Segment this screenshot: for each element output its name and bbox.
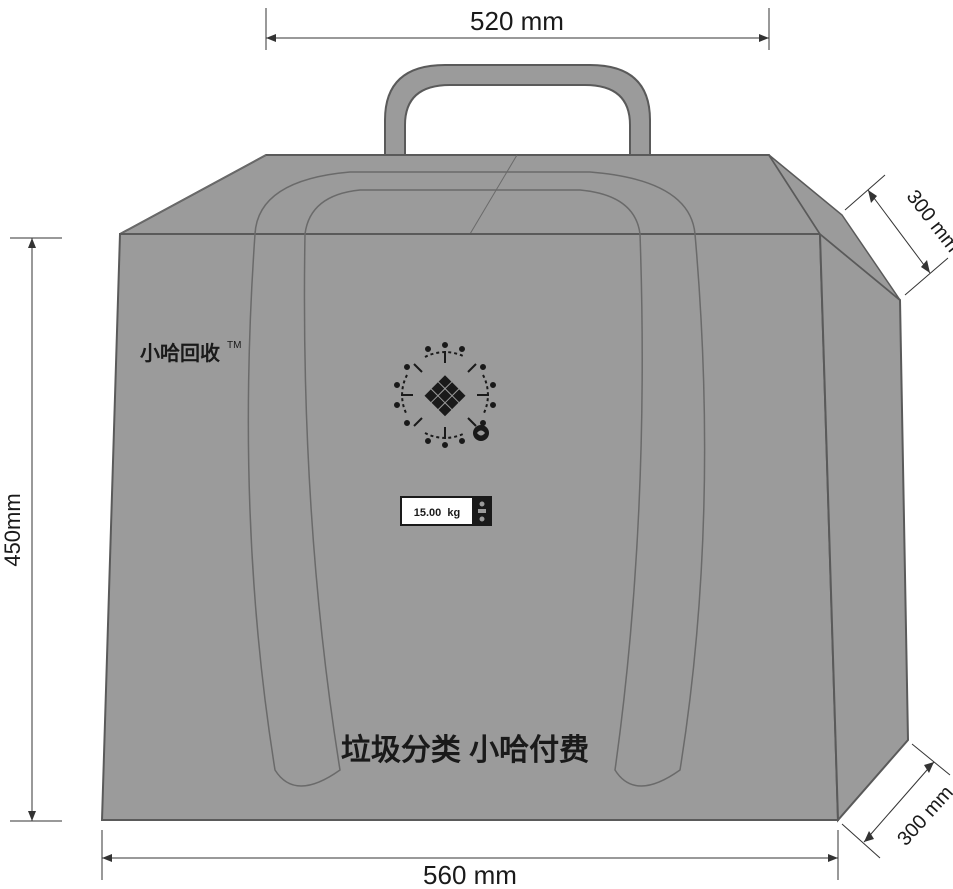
dim-top-label: 520 mm <box>470 6 564 36</box>
dim-bottom-label: 560 mm <box>423 860 517 889</box>
bag-body <box>102 65 908 820</box>
dim-bottom-width: 560 mm <box>102 830 838 889</box>
brand-text: 小哈回收 <box>140 341 220 365</box>
bag-handle <box>385 65 650 155</box>
bag-top-face <box>120 155 820 234</box>
brand-tm: TM <box>227 340 241 351</box>
dim-top-width: 520 mm <box>266 6 769 50</box>
weight-unit: kg <box>447 507 460 519</box>
bag-front-face <box>102 234 838 820</box>
svg-text:15.00 kg: 15.00 kg <box>414 507 461 519</box>
dim-height-label: 450mm <box>0 493 25 566</box>
dim-height: 450mm <box>0 238 62 821</box>
dim-depth-bottom-label: 300 mm <box>893 782 953 850</box>
weight-value: 15.00 <box>414 507 442 519</box>
bag-technical-drawing: 520 mm 450mm 小哈回收 TM <box>0 0 953 889</box>
slogan-text: 垃圾分类 小哈付费 <box>341 733 589 767</box>
weight-display: 15.00 kg <box>400 496 492 526</box>
